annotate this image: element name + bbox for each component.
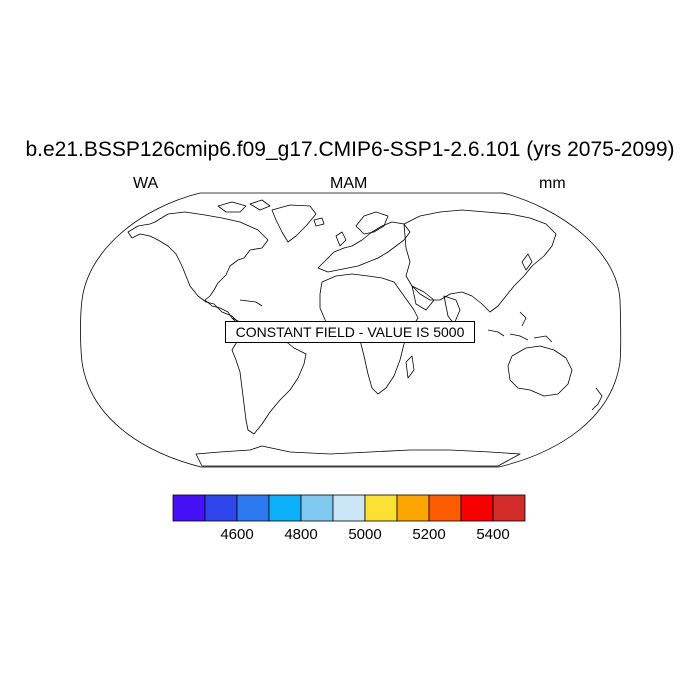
colorbar-box — [236, 494, 270, 522]
plot-title: b.e21.BSSP126cmip6.f09_g17.CMIP6-SSP1-2.… — [25, 138, 675, 161]
subtitle-right: mm — [539, 175, 566, 192]
colorbar-box — [492, 494, 526, 522]
colorbar-box — [364, 494, 398, 522]
subtitle-left: WA — [133, 175, 159, 192]
coastline-madagascar — [405, 355, 415, 379]
coastline-scandinavia — [355, 211, 389, 235]
coastline-uk — [335, 231, 347, 247]
coastline-north-america — [127, 211, 269, 325]
coastline-india — [443, 295, 461, 325]
coastline-arctic-islands — [217, 199, 271, 213]
map-boundary — [80, 192, 622, 468]
coastline-arabia — [411, 285, 435, 311]
colorbar-box — [396, 494, 430, 522]
coastline-japan — [521, 253, 533, 271]
coastline-australia — [507, 345, 573, 397]
constant-field-label: CONSTANT FIELD - VALUE IS 5000 — [225, 321, 475, 343]
coastline-greenland — [271, 204, 317, 243]
colorbar-box — [332, 494, 366, 522]
coastline-indonesia — [487, 329, 553, 343]
colorbar-box — [268, 494, 302, 522]
colorbar-tick-label: 4800 — [284, 526, 318, 543]
colorbar-box — [460, 494, 494, 522]
coastline-iceland — [313, 217, 325, 227]
colorbar-box — [428, 494, 462, 522]
colorbar-tick-label: 5400 — [476, 526, 510, 543]
colorbar-tick-label: 5000 — [348, 526, 382, 543]
colorbar-box — [300, 494, 334, 522]
coastline-europe — [317, 221, 411, 273]
coastline-new-zealand — [591, 387, 603, 411]
coastline-cuba — [239, 299, 263, 307]
colorbar-box — [172, 494, 206, 522]
colorbar-tick-label: 4600 — [220, 526, 254, 543]
coastline-antarctica — [195, 445, 521, 467]
subtitle-center: MAM — [330, 175, 368, 192]
coastline-asia — [403, 209, 557, 313]
colorbar-tick-label: 5200 — [412, 526, 446, 543]
colorbar-box — [204, 494, 238, 522]
coastline-philippines — [519, 311, 527, 327]
coastline-south-america — [231, 333, 307, 435]
